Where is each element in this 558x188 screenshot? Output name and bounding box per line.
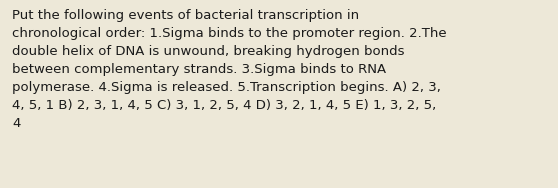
Text: Put the following events of bacterial transcription in
chronological order: 1.Si: Put the following events of bacterial tr…	[12, 9, 447, 130]
